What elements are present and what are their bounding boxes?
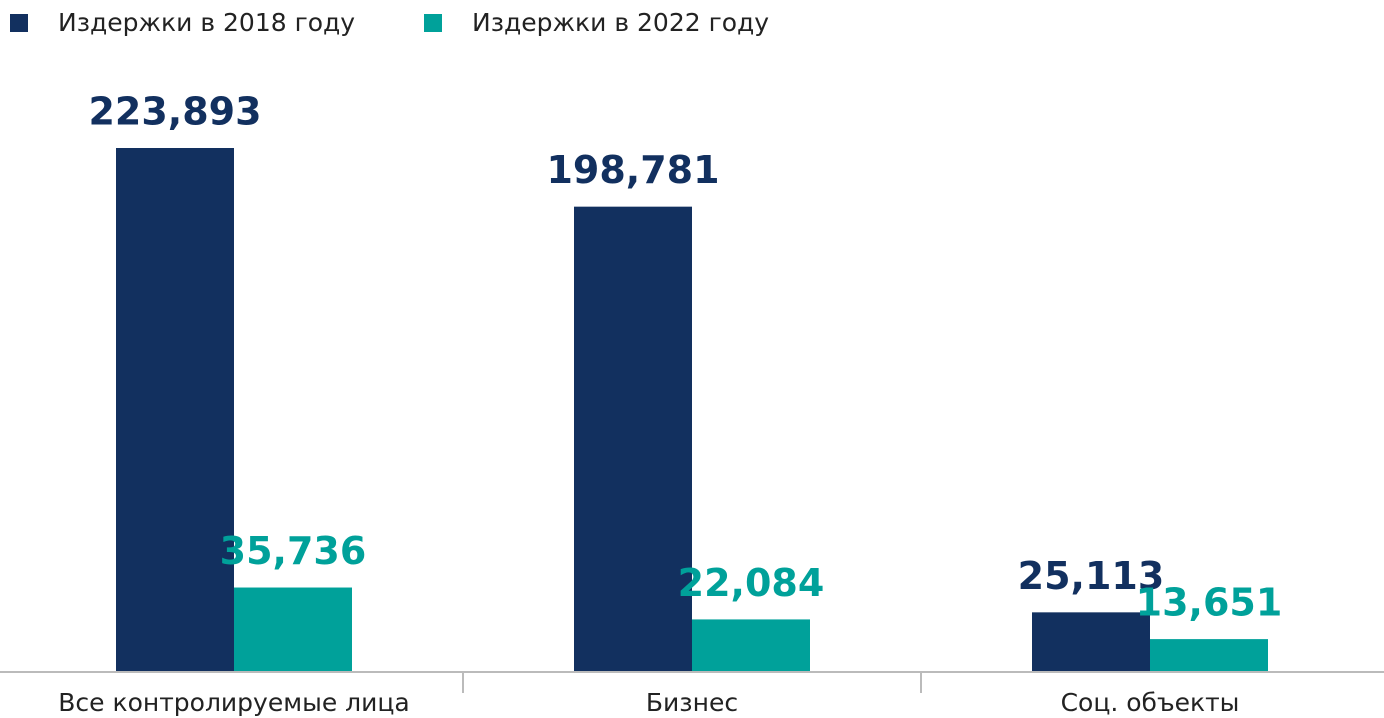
bar bbox=[1032, 612, 1150, 671]
bar bbox=[234, 587, 352, 671]
x-tick-label: Все контролируемые лица bbox=[58, 688, 409, 717]
value-label: 198,781 bbox=[546, 148, 719, 192]
legend-label: Издержки в 2018 году bbox=[58, 8, 355, 37]
bar bbox=[116, 148, 234, 671]
value-label: 22,084 bbox=[678, 561, 825, 605]
x-tick-label: Соц. объекты bbox=[1061, 688, 1240, 717]
value-label: 13,651 bbox=[1136, 581, 1283, 625]
legend-swatch bbox=[424, 14, 442, 32]
legend-label: Издержки в 2022 году bbox=[472, 8, 769, 37]
value-label: 25,113 bbox=[1018, 554, 1165, 598]
legend-swatch bbox=[10, 14, 28, 32]
value-label: 223,893 bbox=[88, 90, 261, 134]
bar bbox=[692, 619, 810, 671]
bar bbox=[1150, 639, 1268, 671]
x-tick-label: Бизнес bbox=[646, 688, 738, 717]
value-label: 35,736 bbox=[220, 529, 367, 573]
bar bbox=[574, 206, 692, 672]
